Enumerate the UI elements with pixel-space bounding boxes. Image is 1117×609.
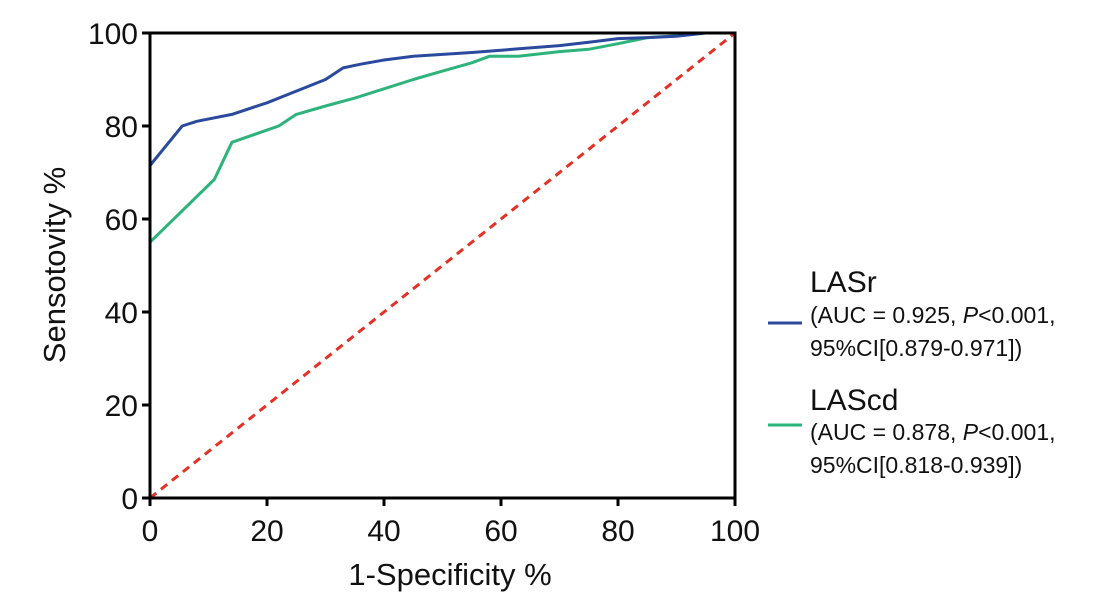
y-axis-ticks: 0 20 40 60 80 100 xyxy=(88,18,150,516)
x-tick-label: 40 xyxy=(367,515,400,548)
legend-stat-lasr-line2: 95%CI[0.879-0.971]) xyxy=(810,335,1022,361)
x-tick-label: 100 xyxy=(710,515,760,548)
legend-stat-lascd-line2: 95%CI[0.818-0.939]) xyxy=(810,452,1022,478)
legend-item-lasr: LASr (AUC = 0.925, P<0.001, 95%CI[0.879-… xyxy=(768,266,1056,361)
y-tick-label: 60 xyxy=(105,204,138,237)
legend-stat-lasr-line1: (AUC = 0.925, P<0.001, xyxy=(810,302,1056,328)
x-axis-title: 1-Specificity % xyxy=(348,557,551,592)
x-tick-label: 0 xyxy=(142,515,159,548)
y-tick-label: 80 xyxy=(105,111,138,144)
legend-label-lascd: LAScd xyxy=(810,384,898,417)
y-tick-label: 100 xyxy=(88,18,138,51)
x-tick-label: 20 xyxy=(250,515,283,548)
roc-curve-lascd xyxy=(148,31,735,498)
legend-stat-lascd-line1: (AUC = 0.878, P<0.001, xyxy=(810,419,1056,445)
y-axis-title: Sensotovity % xyxy=(37,167,72,363)
x-axis-ticks: 0 20 40 60 80 100 xyxy=(142,498,760,548)
reference-diagonal-line xyxy=(149,31,736,500)
x-tick-label: 80 xyxy=(601,515,634,548)
plot-frame xyxy=(148,31,737,500)
roc-curve-lasr xyxy=(148,31,735,498)
x-tick-label: 60 xyxy=(484,515,517,548)
y-tick-label: 20 xyxy=(105,390,138,423)
legend-item-lascd: LAScd (AUC = 0.878, P<0.001, 95%CI[0.818… xyxy=(768,384,1056,478)
y-tick-label: 40 xyxy=(105,297,138,330)
plot-curves xyxy=(148,31,736,500)
legend-label-lasr: LASr xyxy=(810,266,877,299)
y-tick-label: 0 xyxy=(121,483,138,516)
